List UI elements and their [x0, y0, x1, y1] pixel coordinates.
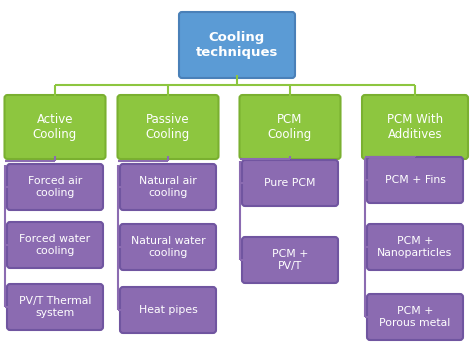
FancyBboxPatch shape	[118, 95, 219, 159]
FancyBboxPatch shape	[367, 294, 463, 340]
FancyBboxPatch shape	[7, 164, 103, 210]
FancyBboxPatch shape	[120, 287, 216, 333]
Text: Pure PCM: Pure PCM	[264, 178, 316, 188]
Text: Forced air
cooling: Forced air cooling	[28, 176, 82, 198]
FancyBboxPatch shape	[367, 224, 463, 270]
Text: PCM
Cooling: PCM Cooling	[268, 113, 312, 141]
Text: Active
Cooling: Active Cooling	[33, 113, 77, 141]
Text: PCM With
Additives: PCM With Additives	[387, 113, 443, 141]
FancyBboxPatch shape	[7, 284, 103, 330]
FancyBboxPatch shape	[179, 12, 295, 78]
Text: Natural air
cooling: Natural air cooling	[139, 176, 197, 198]
Text: Cooling
techniques: Cooling techniques	[196, 31, 278, 59]
FancyBboxPatch shape	[4, 95, 106, 159]
Text: PCM +
Porous metal: PCM + Porous metal	[379, 306, 451, 328]
FancyBboxPatch shape	[120, 164, 216, 210]
FancyBboxPatch shape	[367, 157, 463, 203]
FancyBboxPatch shape	[362, 95, 468, 159]
FancyBboxPatch shape	[239, 95, 340, 159]
Text: Heat pipes: Heat pipes	[138, 305, 197, 315]
FancyBboxPatch shape	[120, 224, 216, 270]
FancyBboxPatch shape	[242, 237, 338, 283]
FancyBboxPatch shape	[7, 222, 103, 268]
Text: PCM +
PV/T: PCM + PV/T	[272, 249, 308, 271]
Text: PV/T Thermal
system: PV/T Thermal system	[19, 296, 91, 318]
Text: Forced water
cooling: Forced water cooling	[19, 234, 91, 256]
Text: Natural water
cooling: Natural water cooling	[131, 236, 205, 258]
Text: PCM +
Nanoparticles: PCM + Nanoparticles	[377, 236, 453, 258]
Text: PCM + Fins: PCM + Fins	[384, 175, 446, 185]
Text: Passive
Cooling: Passive Cooling	[146, 113, 190, 141]
FancyBboxPatch shape	[242, 160, 338, 206]
